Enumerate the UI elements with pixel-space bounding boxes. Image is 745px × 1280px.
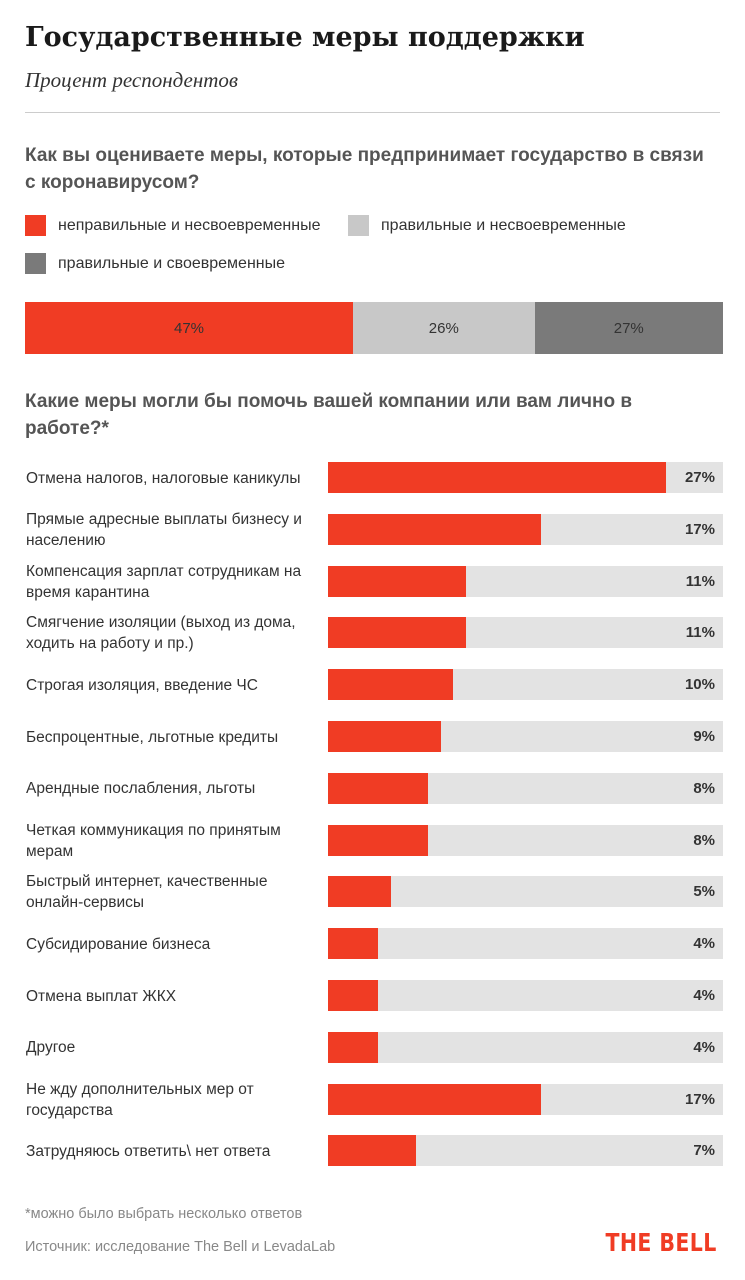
stacked-segment-right-timely: 27%	[534, 302, 723, 354]
bar-category-label: Беспроцентные, льготные кредиты	[26, 728, 279, 746]
bar-row: Не жду дополнительных мер от государства…	[0, 1074, 745, 1126]
footnote: *можно было выбрать несколько ответов	[25, 1206, 303, 1222]
bar	[328, 876, 391, 908]
title-divider	[25, 112, 720, 113]
legend-label-right-timely: правильные и своевременные	[58, 254, 286, 272]
bar-row: Смягчение изоляции (выход из дома, ходит…	[0, 607, 745, 659]
bar	[328, 824, 429, 856]
bar-category-label: Четкая коммуникация по принятым мерам	[26, 821, 281, 860]
bar-category-label: Отмена налогов, налоговые каникулы	[26, 469, 301, 487]
bar	[328, 1031, 379, 1063]
bar-row: Прямые адресные выплаты бизнесу и населе…	[0, 504, 745, 556]
bar	[328, 1135, 416, 1167]
bar-track: 7%	[328, 1135, 723, 1167]
the-bell-logo: THE BELL	[605, 1228, 717, 1257]
legend-item-right-late: правильные и несвоевременные	[348, 215, 626, 236]
stacked-segment-right-late: 26%	[353, 302, 535, 354]
bar-track: 4%	[328, 1031, 723, 1063]
bar-value-label: 9%	[693, 728, 715, 745]
bar-track: 11%	[328, 565, 723, 597]
question-1: Как вы оцениваете меры, которые предприн…	[25, 145, 704, 193]
stacked-label-right-timely: 27%	[613, 319, 644, 337]
bar	[328, 772, 429, 804]
bar-category-label: Затрудняюсь ответить\ нет ответа	[26, 1142, 271, 1160]
bar-row: Отмена выплат ЖКХ 4%	[0, 970, 745, 1022]
bar-category-label: Отмена выплат ЖКХ	[26, 987, 177, 1005]
bar-value-label: 8%	[693, 779, 715, 797]
bar-value-label: 10%	[684, 676, 715, 694]
bar	[328, 980, 379, 1011]
bar-row: Строгая изоляция, введение ЧС 10%	[0, 659, 745, 711]
bar-row: Быстрый интернет, качественные онлайн-се…	[0, 866, 745, 918]
bar-value-label: 11%	[685, 572, 715, 590]
page-subtitle: Процент респондентов	[25, 68, 239, 92]
bar-row: Компенсация зарплат сотрудникам на время…	[0, 556, 745, 608]
bar-row: Арендные послабления, льготы 8%	[0, 763, 745, 815]
bar-category-label: Другое	[26, 1039, 76, 1057]
bar-row: Затрудняюсь ответить\ нет ответа 7%	[0, 1125, 745, 1177]
bar-value-label: 11%	[685, 624, 715, 642]
bar-track: 10%	[328, 669, 723, 701]
bar-category-label: Быстрый интернет, качественные онлайн-се…	[26, 873, 268, 912]
legend-swatch-wrong	[25, 215, 46, 236]
bar-track: 17%	[328, 513, 723, 545]
stacked-label-wrong: 47%	[174, 319, 205, 337]
bar-value-label: 5%	[693, 883, 715, 901]
legend-label-wrong: неправильные и несвоевременные	[58, 216, 321, 234]
page-title: Государственные меры поддержки	[25, 22, 585, 53]
bar-track: 11%	[328, 617, 723, 649]
bar-track: 27%	[328, 462, 723, 493]
bar-category-label: Субсидирование бизнеса	[26, 935, 211, 953]
bar-value-label: 4%	[693, 987, 715, 1004]
bar-track: 8%	[328, 824, 723, 856]
bar-row: Субсидирование бизнеса 4%	[0, 918, 745, 970]
legend-swatch-right-timely	[25, 253, 46, 274]
stacked-segment-wrong: 47%	[25, 302, 354, 354]
bar-track: 9%	[328, 721, 723, 752]
bar-category-label: Смягчение изоляции (выход из дома, ходит…	[26, 614, 296, 653]
bar	[328, 721, 441, 752]
bar-value-label: 17%	[684, 1090, 715, 1108]
bar-track: 5%	[328, 876, 723, 908]
bar	[328, 1083, 541, 1115]
bar-category-label: Строгая изоляция, введение ЧС	[26, 676, 258, 694]
bar-category-label: Арендные послабления, льготы	[26, 780, 256, 798]
bar-value-label: 8%	[693, 831, 715, 849]
stacked-label-right-late: 26%	[428, 319, 459, 337]
bar-value-label: 4%	[693, 1038, 715, 1056]
bar-value-label: 17%	[684, 520, 715, 538]
bar-track: 8%	[328, 772, 723, 804]
bar-category-label: Прямые адресные выплаты бизнесу и населе…	[26, 510, 302, 549]
bar-row: Беспроцентные, льготные кредиты 9%	[0, 711, 745, 763]
bar	[328, 617, 466, 649]
bar-value-label: 7%	[693, 1142, 715, 1160]
bar-row: Другое 4%	[0, 1022, 745, 1074]
source-note: Источник: исследование The Bell и Levada…	[25, 1239, 336, 1255]
bar-track: 4%	[328, 980, 723, 1011]
bar-track: 17%	[328, 1083, 723, 1115]
bar-value-label: 4%	[693, 935, 715, 953]
bar-category-label: Компенсация зарплат сотрудникам на время…	[26, 562, 302, 601]
bar	[328, 928, 379, 960]
bar-track: 4%	[328, 928, 723, 960]
legend-label-right-late: правильные и несвоевременные	[381, 216, 626, 234]
bar-row: Четкая коммуникация по принятым мерам 8%	[0, 815, 745, 867]
bar	[328, 513, 541, 545]
legend-item-right-timely: правильные и своевременные	[25, 253, 285, 274]
legend-item-wrong: неправильные и несвоевременные	[25, 215, 320, 236]
bar-category-label: Не жду дополнительных мер от государства	[26, 1080, 254, 1119]
stacked-bar: 47% 26% 27%	[25, 302, 723, 354]
legend-swatch-right-late	[348, 215, 369, 236]
bar	[328, 462, 666, 493]
bar-value-label: 27%	[684, 469, 715, 486]
bar	[328, 565, 466, 597]
bar-row: Отмена налогов, налоговые каникулы 27%	[0, 452, 745, 504]
bar	[328, 669, 454, 701]
question-2: Какие меры могли бы помочь вашей компани…	[25, 391, 633, 439]
